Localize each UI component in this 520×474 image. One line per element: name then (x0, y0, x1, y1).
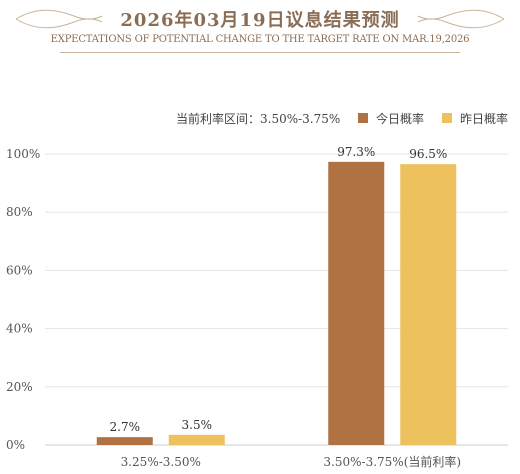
bar-value-label: 3.5% (182, 418, 213, 432)
bar-value-label: 97.3% (337, 145, 375, 159)
bar-value-label: 96.5% (409, 147, 447, 161)
page-title: 2026年03月19日议息结果预测 (120, 10, 400, 31)
y-tick-label: 20% (6, 380, 33, 394)
bar (168, 434, 225, 445)
legend-yesterday-label: 昨日概率 (460, 112, 509, 126)
current-rate-label: 当前利率区间：3.50%-3.75% (176, 112, 341, 126)
x-tick-label: 3.50%-3.75%(当前利率) (323, 454, 461, 469)
bar (96, 437, 153, 445)
y-tick-label: 100% (6, 147, 40, 161)
legend-today-label: 今日概率 (376, 112, 425, 126)
legend: 当前利率区间：3.50%-3.75% 今日概率 昨日概率 (0, 108, 520, 128)
header: 2026年03月19日议息结果预测 EXPECTATIONS OF POTENT… (0, 0, 520, 56)
legend-today-swatch (358, 113, 368, 123)
bar (400, 164, 457, 445)
y-tick-label: 60% (6, 263, 33, 277)
y-tick-label: 40% (6, 322, 33, 336)
y-tick-label: 0% (6, 438, 25, 452)
bar-value-label: 2.7% (110, 420, 141, 434)
y-tick-label: 80% (6, 205, 33, 219)
bar (328, 161, 385, 445)
left-ornament-icon (15, 9, 103, 29)
page-subtitle: EXPECTATIONS OF POTENTIAL CHANGE TO THE … (50, 34, 470, 45)
legend-yesterday-swatch (442, 113, 452, 123)
subtitle-divider (60, 52, 460, 53)
right-ornament-icon (417, 9, 505, 29)
x-tick-label: 3.25%-3.50% (121, 455, 201, 469)
